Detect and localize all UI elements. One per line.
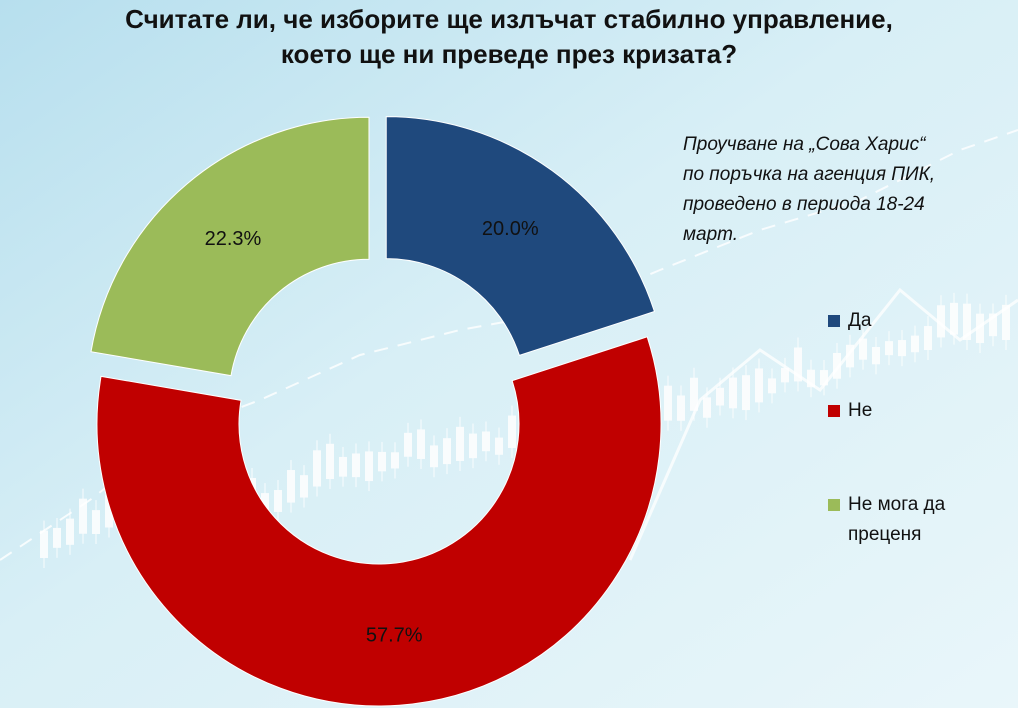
legend-label-ne-moga-line-2: преценя [848,524,922,545]
chart-title-line-2: което ще ни преведе през кризата? [280,39,738,69]
legend-swatch-da [828,315,840,327]
data-label-da: 20.0% [482,218,539,240]
survey-note: Проучване на „Сова Харис“ по поръчка на … [683,130,1013,250]
chart-title-line-1: Считате ли, че изборите ще излъчат стаби… [125,4,893,34]
slice-da [385,116,656,357]
legend-label-ne-moga: Не мога да преценя [848,490,1008,550]
legend-label-ne-moga-line-1: Не мога да [848,494,946,515]
chart-title: Считате ли, че изборите ще излъчат стаби… [0,2,1018,72]
legend-swatch-ne-moga [828,499,840,511]
legend-label-ne: Не [848,400,873,421]
survey-note-line-2: по поръчка на агенция ПИК, [683,164,936,185]
legend-label-da: Да [848,310,872,331]
slice-ne-moga [90,116,370,377]
slice-ne [96,336,662,707]
data-label-ne: 57.7% [366,624,423,646]
legend-swatch-ne [828,405,840,417]
survey-note-line-3: проведено в периода 18-24 [683,194,925,215]
survey-note-line-1: Проучване на „Сова Харис“ [683,134,926,155]
survey-note-line-4: март. [683,224,739,245]
data-label-ne-moga: 22.3% [205,228,262,250]
